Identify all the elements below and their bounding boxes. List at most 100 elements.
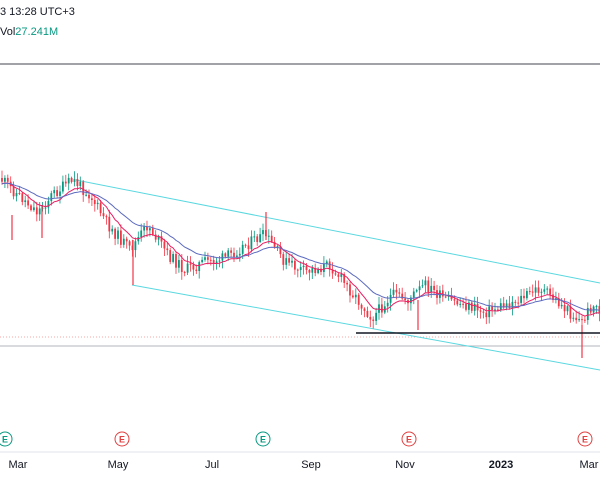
candle-body [73, 179, 76, 182]
candle-body [514, 301, 517, 303]
candle-body [410, 297, 412, 304]
candle-body [462, 303, 464, 305]
earnings-marker[interactable]: E [255, 431, 271, 447]
candle-body [250, 236, 253, 250]
candle-body [375, 312, 377, 321]
candle-body [198, 262, 201, 272]
candle-body [456, 300, 459, 305]
earnings-marker[interactable]: E [401, 431, 417, 447]
candle-body [581, 319, 583, 321]
candle-body [79, 181, 82, 187]
candle-body [56, 190, 58, 196]
candle-body [497, 309, 499, 311]
candle-body [233, 252, 235, 257]
candle-body [412, 291, 415, 298]
candle-body [453, 299, 456, 301]
channel-lower-line[interactable] [131, 284, 600, 371]
candle-body [247, 245, 250, 250]
candle-body [270, 235, 273, 242]
candle-body [178, 260, 180, 268]
candle-body [221, 253, 224, 261]
volume-indicator: Vol27.241M [0, 26, 58, 38]
descending-channel[interactable] [75, 179, 600, 371]
candle-body [308, 269, 311, 273]
candle-body [485, 312, 488, 318]
earnings-marker-label: E [406, 435, 412, 445]
candle-body [209, 259, 212, 261]
candle-body [212, 260, 215, 263]
earnings-marker[interactable]: E [114, 431, 130, 447]
candle-body [70, 177, 73, 182]
candle-body [189, 263, 192, 265]
candle-body [317, 268, 319, 274]
candle-body [360, 304, 363, 309]
candle-body [534, 287, 537, 293]
candle-body [241, 244, 244, 254]
candle-body [334, 273, 337, 275]
earnings-marker-circle [114, 431, 130, 447]
candle-body [595, 306, 598, 308]
candle-body [520, 295, 522, 303]
candle-body [369, 316, 372, 320]
candle-body [372, 319, 375, 321]
candle-body [93, 200, 96, 205]
candle-body [122, 238, 125, 245]
candle-body [53, 190, 56, 194]
candle-body [276, 246, 279, 248]
candle-body [207, 257, 209, 260]
candle-body [195, 269, 198, 272]
candle-body [143, 226, 145, 231]
candle-body [201, 259, 203, 263]
candle-body [540, 291, 543, 293]
candle-body [244, 244, 247, 246]
candle-body [479, 310, 482, 312]
candle-body [35, 207, 38, 215]
candle-body [447, 295, 450, 297]
earnings-marker-circle [0, 431, 13, 447]
candle-body [511, 301, 514, 308]
candle-body [433, 285, 435, 291]
candle-body [296, 269, 299, 271]
candle-body [267, 235, 270, 237]
candle-body [363, 308, 366, 311]
candle-body [204, 257, 206, 260]
candle-body [305, 265, 308, 270]
candle-body [482, 311, 485, 313]
candle-body [459, 303, 462, 305]
candle-body [418, 286, 421, 291]
volume-label: Vol [0, 26, 16, 38]
time-axis-label: Jul [205, 459, 219, 471]
candle-body [64, 181, 67, 184]
fast-moving-average-line [1, 182, 600, 317]
candle-body [557, 298, 560, 307]
time-axis-label: May [108, 459, 129, 471]
candle-body [149, 228, 151, 231]
candle-body [328, 261, 331, 270]
candle-body [441, 290, 444, 297]
candle-body [18, 193, 21, 195]
candle-body [88, 194, 90, 199]
candle-body [102, 213, 105, 217]
candle-body [12, 186, 15, 197]
candle-body [33, 207, 35, 211]
channel-upper-line[interactable] [75, 179, 600, 284]
candle-body [186, 263, 189, 273]
candle-body [62, 181, 64, 192]
candle-body [468, 302, 470, 310]
earnings-marker-label: E [260, 435, 266, 445]
earnings-marker-circle [255, 431, 271, 447]
earnings-marker[interactable]: E [577, 431, 593, 447]
candle-body [157, 236, 160, 240]
candle-body [392, 289, 395, 295]
candle-body [76, 179, 79, 187]
candle-body [160, 236, 163, 242]
earnings-marker[interactable]: E [0, 431, 13, 447]
candle-body [299, 267, 302, 271]
candle-body [134, 241, 137, 251]
earnings-marker-circle [401, 431, 417, 447]
candle-body [125, 238, 128, 242]
candle-body [491, 306, 493, 311]
candle-body [180, 260, 183, 273]
